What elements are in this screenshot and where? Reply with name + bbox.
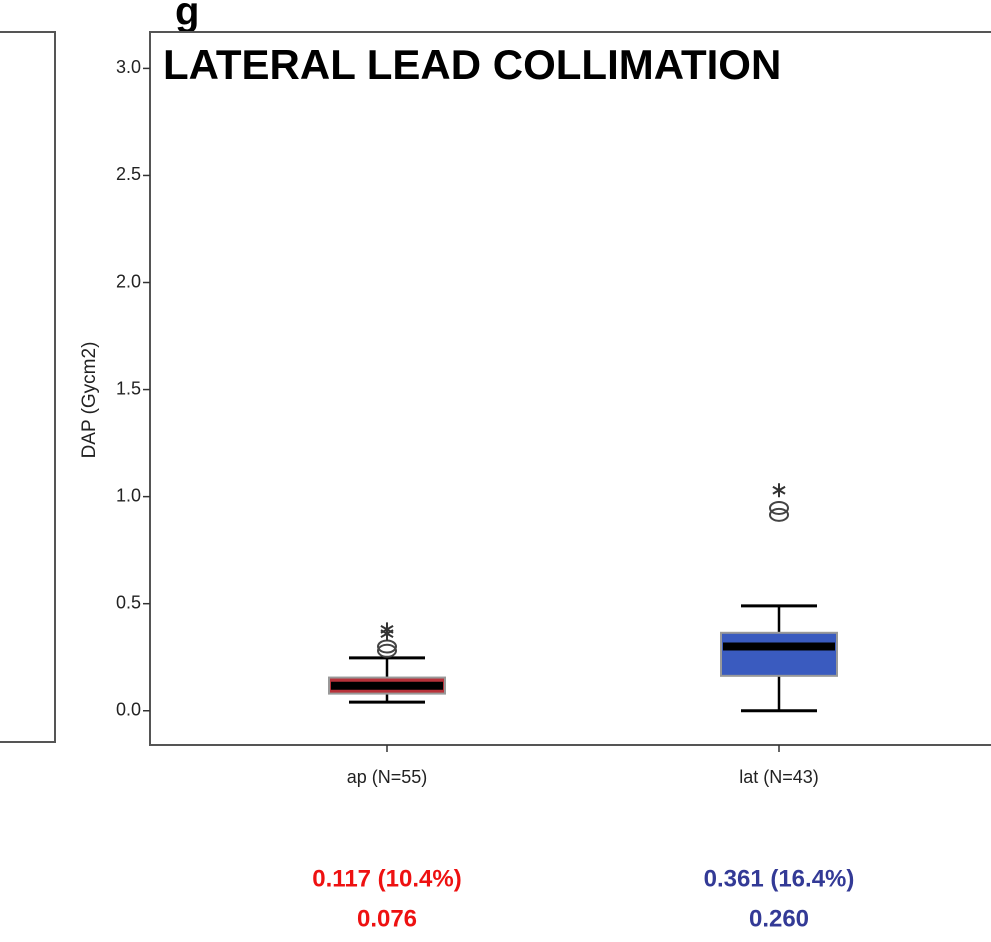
x-tick-label: lat (N=43) (739, 767, 819, 787)
annotation: 0.361 (16.4%) (704, 865, 855, 892)
extreme (380, 622, 394, 637)
y-tick-label: 1.5 (116, 378, 141, 398)
title-fragment: g (175, 0, 199, 34)
y-tick-label: 3.0 (116, 57, 141, 77)
y-tick-label: 0.5 (116, 592, 141, 612)
left-panel-frame (0, 31, 56, 743)
y-tick-label: 0.0 (116, 699, 141, 719)
annotation: 0.117 (10.4%) (312, 865, 461, 892)
box (720, 631, 838, 677)
outlier (769, 507, 789, 522)
y-tick-label: 1.0 (116, 485, 141, 505)
x-tick-label: ap (N=55) (347, 767, 428, 787)
annotation: 0.076 (357, 905, 417, 932)
y-tick-label: 2.5 (116, 164, 141, 184)
y-axis-label: DAP (Gycm2) (79, 342, 100, 459)
extreme (772, 483, 786, 498)
annotation: 0.260 (749, 905, 809, 932)
y-tick-label: 2.0 (116, 271, 141, 291)
outlier (769, 500, 789, 515)
plot-frame (149, 31, 991, 746)
outlier (377, 643, 397, 658)
chart-title: LATERAL LEAD COLLIMATION (163, 41, 781, 88)
